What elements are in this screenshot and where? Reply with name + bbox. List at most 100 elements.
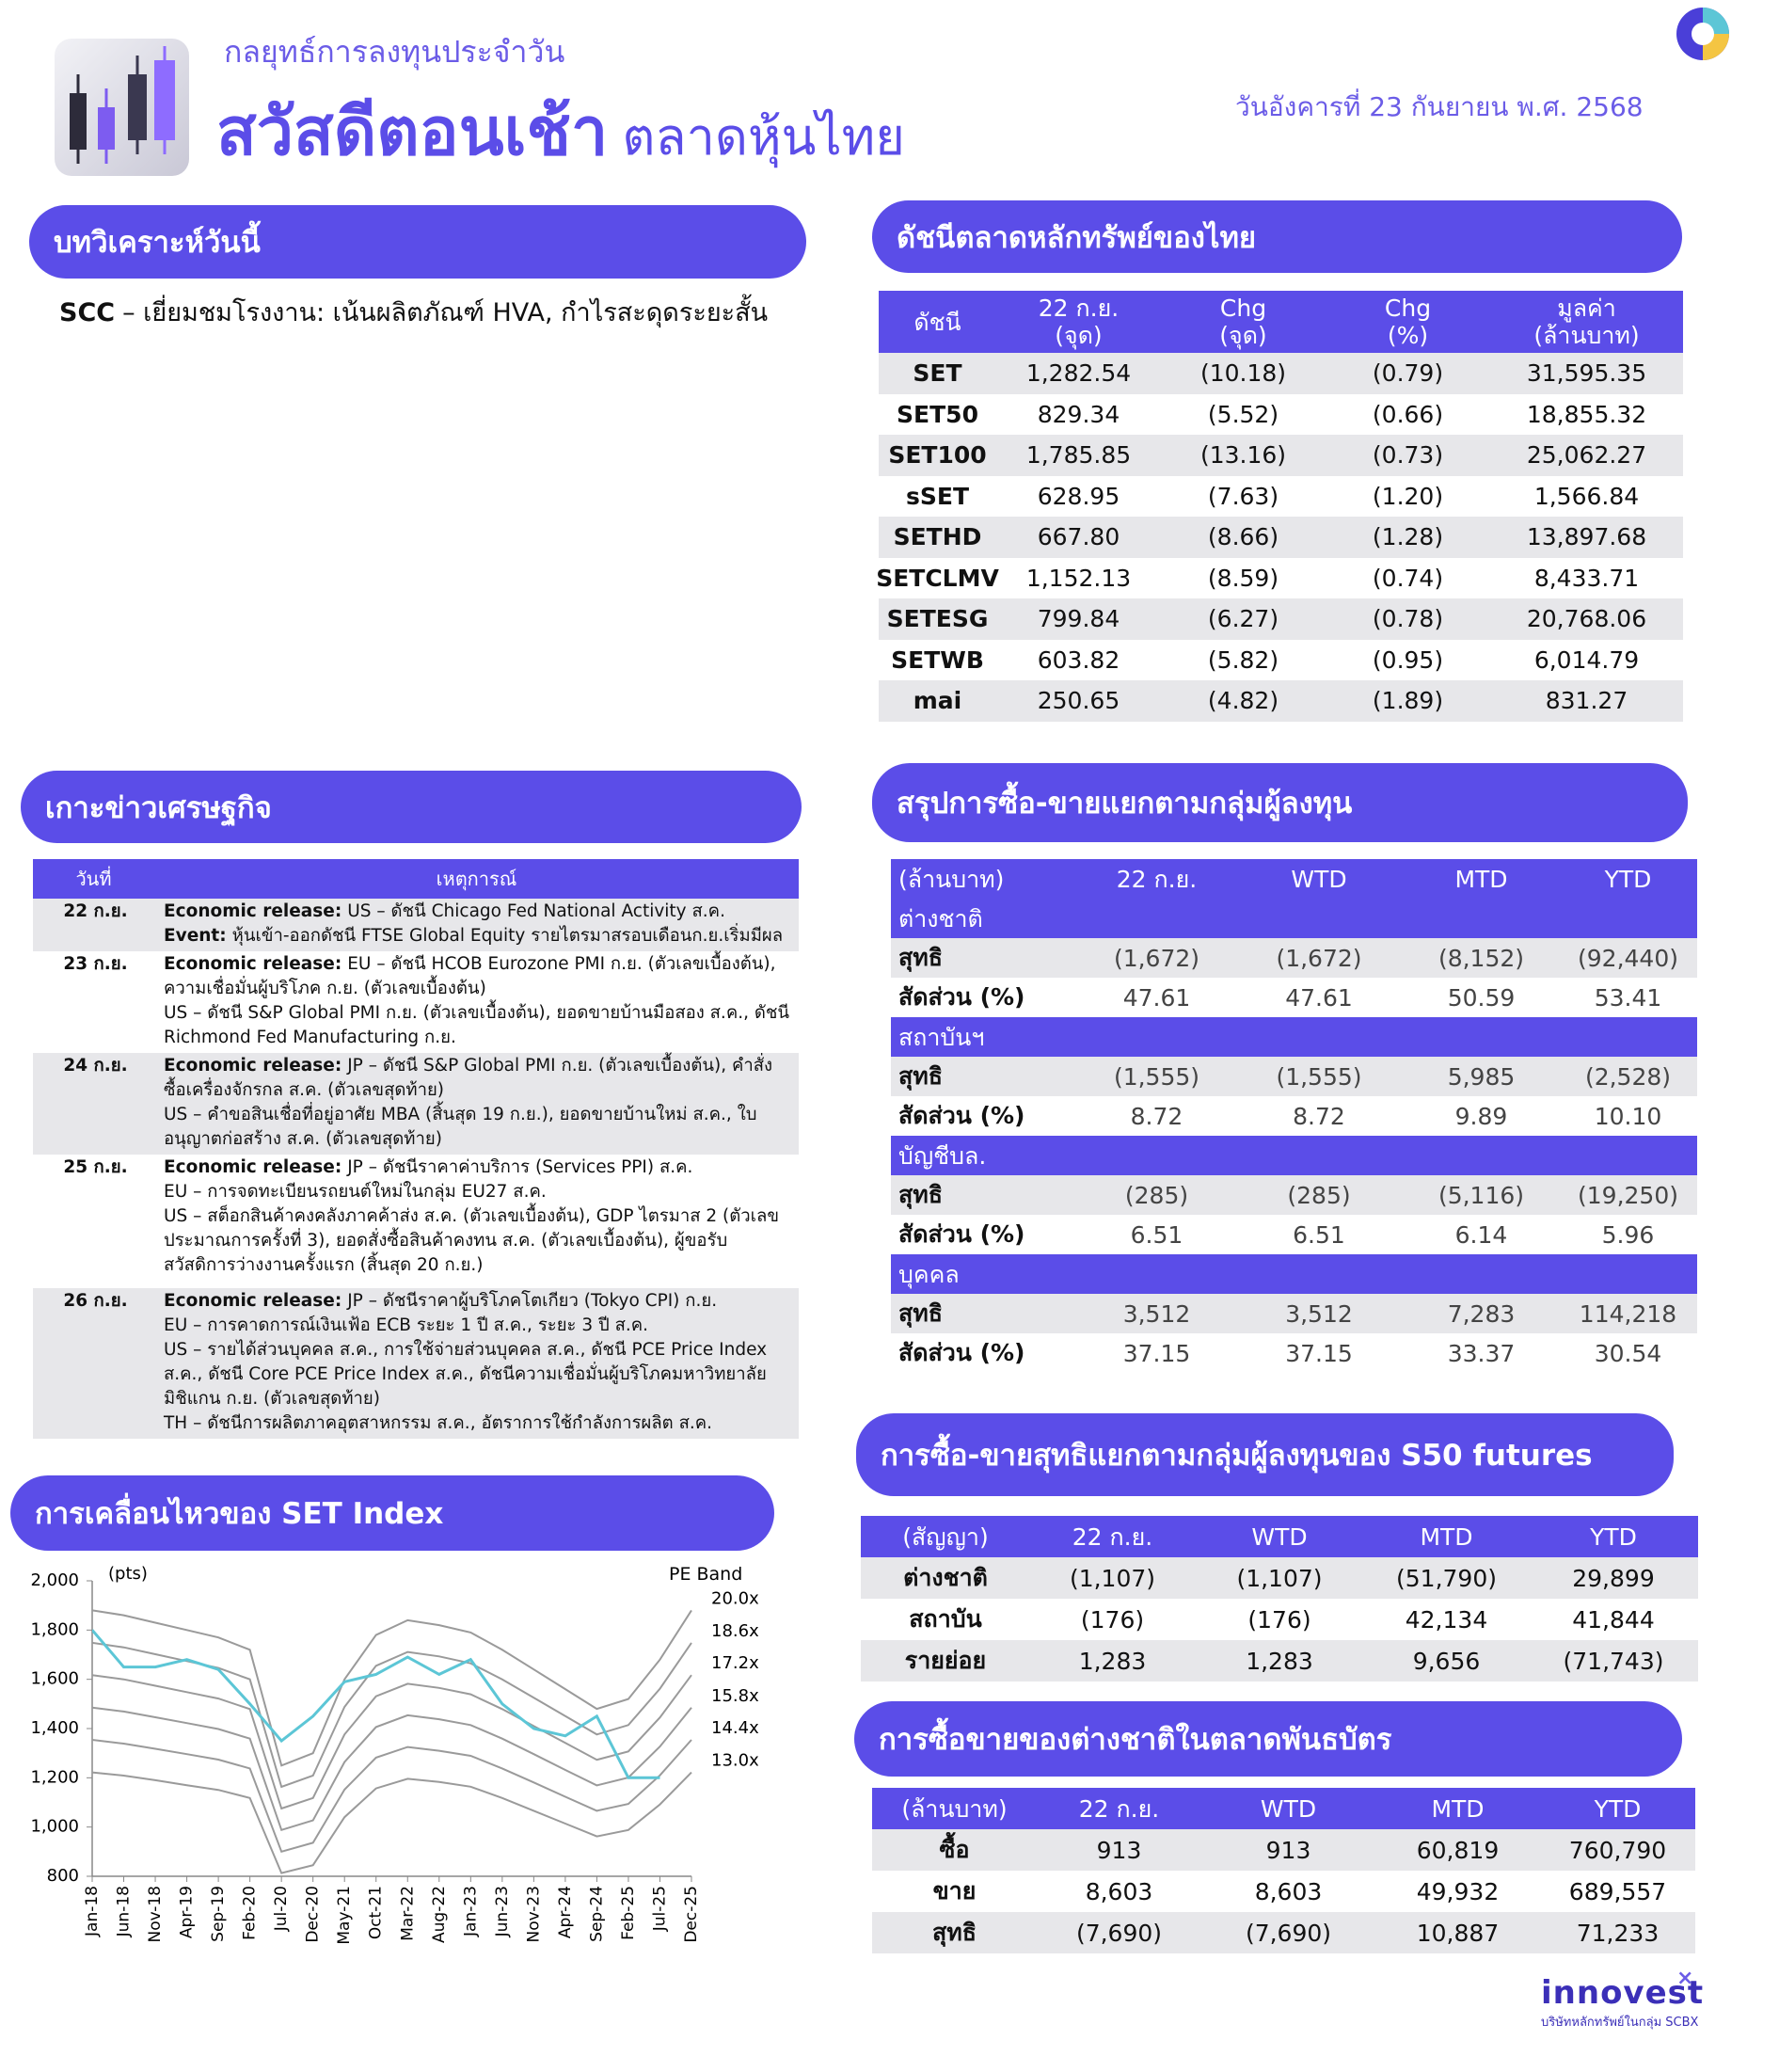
table-cell: 628.95: [1037, 482, 1120, 510]
section-heading: การซื้อ-ขายสุทธิแยกตามกลุ่มผู้ลงทุนของ S…: [856, 1413, 1674, 1496]
news-item-text: EU – การคาดการณ์เงินเฟ้อ ECB ระยะ 1 ปี ส…: [164, 1315, 649, 1335]
table-cell: (0.95): [1372, 646, 1444, 674]
row-label: สัดส่วน (%): [898, 1339, 1025, 1366]
x-tick-label: Nov-18: [146, 1886, 165, 1943]
news-item: Economic release: JP – ดัชนี S&P Global P…: [164, 1054, 793, 1103]
table-cell: 37.15: [1285, 1339, 1353, 1367]
table-cell: 831.27: [1490, 680, 1683, 722]
news-item-label: Economic release:: [164, 901, 342, 921]
brand-mark: ×: [1676, 1967, 1694, 1990]
table-cell: 667.80: [996, 517, 1161, 558]
table-cell: (1,672): [1079, 938, 1234, 978]
table-cell: 799.84: [996, 598, 1161, 640]
column-header: Chg (จุด): [1161, 291, 1326, 353]
row-label: สถาบัน: [909, 1605, 982, 1633]
news-item: Economic release: US – ดัชนี Chicago Fed …: [164, 900, 793, 924]
news-item-label: Economic release:: [164, 1056, 342, 1076]
table-cell: (0.66): [1372, 400, 1444, 428]
header-icon: [55, 39, 189, 176]
row-label: รายย่อย: [861, 1640, 1030, 1682]
table-cell: (5,116): [1404, 1175, 1559, 1215]
news-item: US – สต็อกสินค้าคงคลังภาคค้าส่ง ส.ค. (ตั…: [164, 1204, 793, 1278]
title-block: สวัสดีตอนเช้า ตลาดหุ้นไทย: [216, 79, 905, 183]
section-heading: เกาะข่าวเศรษฐกิจ: [21, 771, 802, 843]
table-cell: (8.59): [1207, 564, 1279, 592]
news-item: Economic release: EU – ดัชนี HCOB Eurozon…: [164, 952, 793, 1001]
table-cell: (0.73): [1326, 435, 1490, 476]
table-cell: (1,555): [1079, 1057, 1234, 1096]
row-label: ซื้อ: [872, 1829, 1037, 1871]
table-cell: 29,899: [1529, 1557, 1698, 1599]
table-cell: 41,844: [1572, 1605, 1655, 1634]
header-line: Chg: [1384, 295, 1432, 322]
table-cell: (1.89): [1326, 680, 1490, 722]
news-item-label: Event:: [164, 926, 227, 946]
x-tick-label: Jul-25: [650, 1886, 669, 1932]
x-tick-label: Sep-19: [209, 1886, 228, 1942]
table-cell: (2,528): [1559, 1057, 1697, 1096]
table-cell: (1.28): [1326, 517, 1490, 558]
table-cell: 25,062.27: [1490, 435, 1683, 476]
table-cell: (1,555): [1234, 1057, 1404, 1096]
legend-title: PE Band: [669, 1564, 742, 1585]
title: สวัสดีตอนเช้า: [216, 93, 609, 170]
column-header: MTD: [1375, 1788, 1540, 1829]
x-tick-label: Sep-24: [587, 1886, 606, 1942]
table-cell: 30.54: [1594, 1339, 1662, 1367]
table-cell: 760,790: [1540, 1829, 1695, 1871]
table-cell: 913: [1201, 1829, 1375, 1871]
x-tick-label: Oct-21: [367, 1886, 386, 1939]
group-header: บุคคล: [891, 1254, 1697, 1294]
row-label: สุทธิ: [891, 938, 1079, 978]
row-label: SET100: [879, 435, 996, 476]
table-cell: 5.96: [1601, 1220, 1655, 1249]
futures-table: (สัญญา) 22 ก.ย. WTD MTD YTD ต่างชาติ (1,107) (1…: [861, 1516, 1698, 1682]
band-label: 15.8x: [711, 1686, 759, 1706]
x-tick-label: Feb-20: [241, 1886, 260, 1940]
news-item-text: US – ดัชนี Chicago Fed National Activity…: [347, 901, 725, 921]
table-cell: (71,743): [1529, 1640, 1698, 1682]
column-header: มูลค่า (ล้านบาท): [1490, 291, 1683, 353]
table-cell: (0.78): [1326, 598, 1490, 640]
news-item: Economic release: JP – ดัชนีราคาผู้บริโภค…: [164, 1289, 793, 1314]
y-tick-label: 1,600: [30, 1669, 79, 1689]
table-cell: 7,283: [1404, 1294, 1559, 1333]
section-heading: การเคลื่อนไหวของ SET Index: [10, 1475, 774, 1551]
table-cell: (10.18): [1161, 353, 1326, 394]
x-tick-label: Apr-19: [178, 1886, 197, 1938]
table-cell: (1,107): [1195, 1557, 1364, 1599]
table-cell: (8.66): [1161, 517, 1326, 558]
news-item: US – รายได้ส่วนบุคคล ส.ค., การใช้จ่ายส่ว…: [164, 1338, 793, 1411]
x-tick-label: Jun-18: [115, 1886, 134, 1937]
table-cell: 1,283: [1030, 1640, 1195, 1682]
bond-table: (ล้านบาท) 22 ก.ย. WTD MTD YTD ซื้อ 913 913 60,81…: [872, 1788, 1695, 1953]
group-header: สถาบันฯ: [891, 1017, 1697, 1057]
band-label: 13.0x: [711, 1751, 759, 1771]
news-item-label: Economic release:: [164, 954, 342, 974]
section-heading: สรุปการซื้อ-ขายแยกตามกลุ่มผู้ลงทุน: [872, 763, 1688, 842]
table-cell: (6.27): [1161, 598, 1326, 640]
x-tick-label: Jan-18: [83, 1886, 102, 1937]
table-cell: 47.61: [1122, 983, 1191, 1012]
group-header: บัญชีบล.: [891, 1136, 1697, 1175]
news-date: 25 ก.ย.: [63, 1157, 128, 1177]
table-cell: 603.82: [1037, 646, 1120, 674]
column-header: YTD: [1540, 1788, 1695, 1829]
footer-brand: innovest: [1541, 1974, 1705, 2012]
subtitle: กลยุทธ์การลงทุนประจำวัน: [224, 34, 565, 70]
table-cell: 1,566.84: [1533, 482, 1640, 510]
header-line: (จุด): [1219, 322, 1267, 349]
table-cell: (285): [1234, 1175, 1404, 1215]
table-cell: (285): [1079, 1175, 1234, 1215]
table-cell: (0.79): [1326, 353, 1490, 394]
news-date: 24 ก.ย.: [33, 1053, 154, 1155]
y-tick-label: 800: [47, 1866, 79, 1886]
band-label: 20.0x: [711, 1588, 759, 1608]
table-cell: 10,887: [1375, 1912, 1540, 1953]
table-cell: 53.41: [1594, 983, 1662, 1012]
analysis-text: – เยี่ยมชมโรงงาน: เน้นผลิตภัณฑ์ HVA, กำไ…: [122, 298, 769, 327]
table-cell: 1,283: [1195, 1640, 1364, 1682]
header-line: ดัชนี: [913, 308, 961, 336]
column-header: วันที่: [33, 859, 154, 899]
table-cell: (0.74): [1372, 564, 1444, 592]
